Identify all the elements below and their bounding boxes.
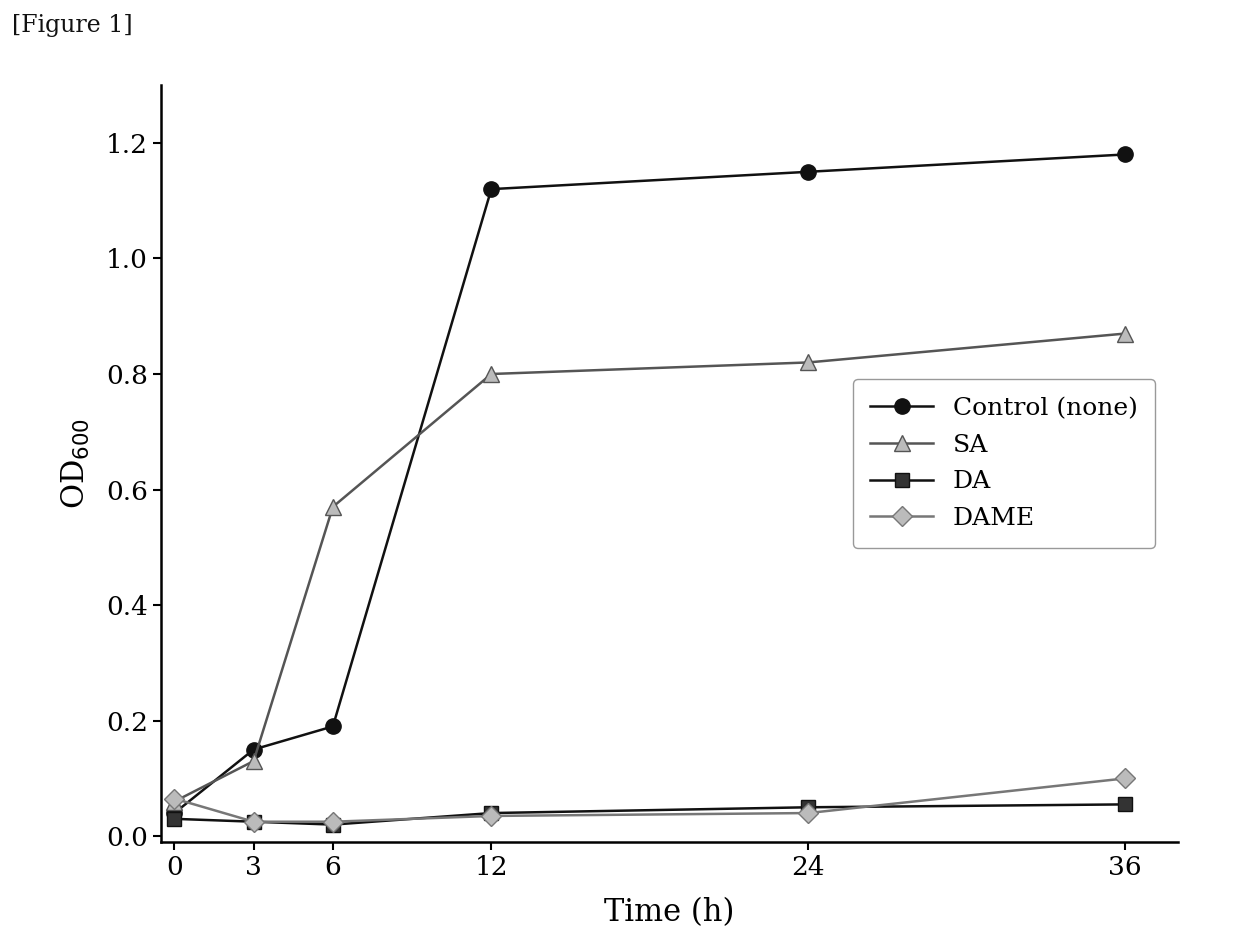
DA <box>247 816 262 828</box>
Line: Control (none): Control (none) <box>166 147 1133 821</box>
Control (none) <box>484 184 498 195</box>
DAME <box>167 793 182 804</box>
Line: DAME: DAME <box>167 771 1132 829</box>
Y-axis label: OD$_{600}$: OD$_{600}$ <box>60 418 92 509</box>
DA <box>325 819 340 831</box>
Control (none) <box>801 166 816 178</box>
DA <box>801 801 816 813</box>
DAME <box>247 816 262 828</box>
DA <box>1117 798 1132 810</box>
SA <box>167 796 182 807</box>
SA <box>484 368 498 379</box>
Control (none) <box>247 744 262 755</box>
Line: DA: DA <box>167 797 1132 832</box>
DA <box>484 807 498 818</box>
Line: SA: SA <box>166 326 1133 809</box>
Text: [Figure 1]: [Figure 1] <box>12 14 133 37</box>
DAME <box>801 807 816 818</box>
Control (none) <box>167 807 182 818</box>
X-axis label: Time (h): Time (h) <box>604 897 735 928</box>
Legend: Control (none), SA, DA, DAME: Control (none), SA, DA, DAME <box>853 379 1156 548</box>
DAME <box>484 811 498 822</box>
SA <box>247 756 262 767</box>
Control (none) <box>1117 149 1132 160</box>
DA <box>167 814 182 825</box>
Control (none) <box>325 721 340 732</box>
DAME <box>1117 773 1132 784</box>
SA <box>325 501 340 513</box>
DAME <box>325 816 340 828</box>
SA <box>1117 328 1132 340</box>
SA <box>801 357 816 368</box>
